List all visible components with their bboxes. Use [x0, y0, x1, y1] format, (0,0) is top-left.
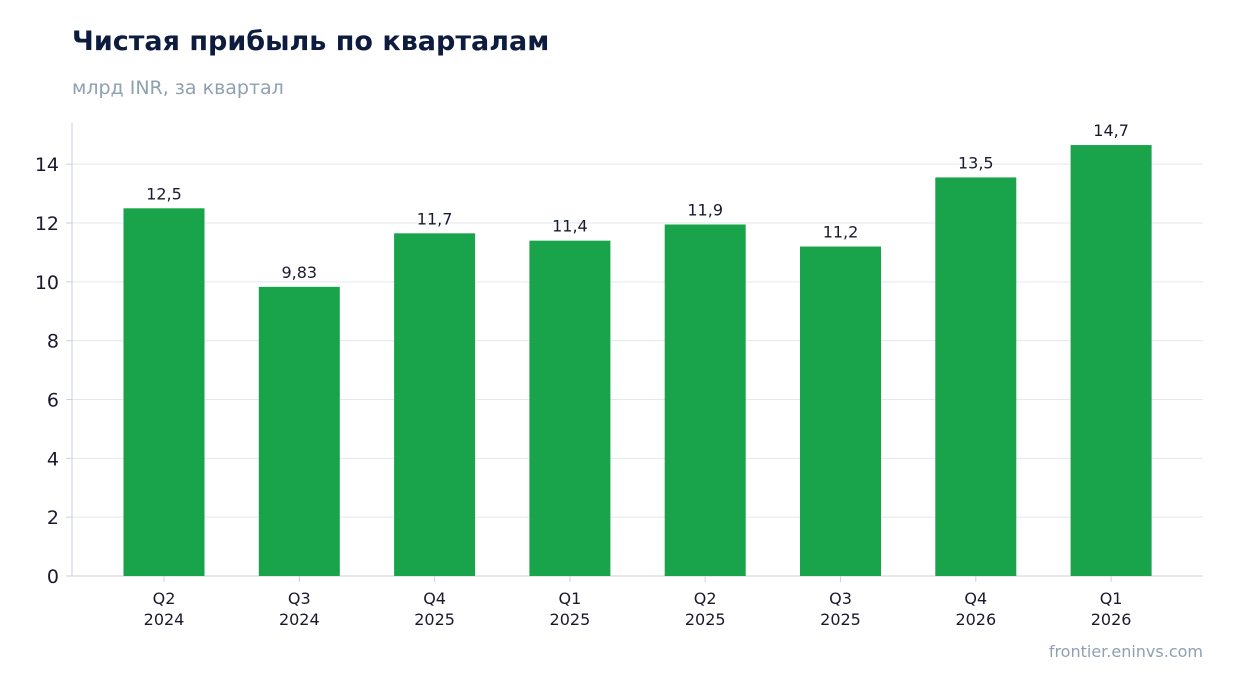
- data-label: 11,4: [552, 217, 588, 236]
- data-label: 11,9: [687, 200, 723, 219]
- x-tick-label-year: 2025: [685, 610, 726, 629]
- x-tick-label-quarter: Q4: [964, 589, 987, 608]
- y-tick-label: 4: [47, 448, 59, 470]
- x-tick-label-year: 2026: [1091, 610, 1132, 629]
- data-label: 14,7: [1093, 121, 1129, 140]
- y-tick-label: 12: [35, 213, 59, 235]
- y-tick-label: 6: [47, 390, 59, 412]
- bar: [394, 233, 476, 576]
- y-tick-label: 14: [35, 154, 59, 176]
- x-tick-label-quarter: Q4: [423, 589, 446, 608]
- bar: [1070, 145, 1152, 576]
- x-tick-label-year: 2025: [550, 610, 591, 629]
- x-tick-label-quarter: Q1: [559, 589, 582, 608]
- x-tick-label-year: 2026: [955, 610, 996, 629]
- x-tick-label-year: 2024: [279, 610, 320, 629]
- axes: [66, 123, 1203, 582]
- x-tick-label-quarter: Q3: [829, 589, 852, 608]
- x-tick-label-quarter: Q2: [694, 589, 717, 608]
- data-label: 12,5: [146, 184, 182, 203]
- bar: [123, 208, 205, 577]
- x-tick-label-quarter: Q1: [1100, 589, 1123, 608]
- y-axis-labels: 0 2 4 6 8 10 12 14: [35, 154, 59, 588]
- bars: [123, 145, 1152, 577]
- x-tick-label-quarter: Q2: [153, 589, 176, 608]
- y-tick-label: 10: [35, 272, 59, 294]
- y-tick-label: 0: [47, 566, 59, 588]
- grid-lines: [72, 163, 1203, 518]
- bar: [529, 240, 611, 576]
- data-label: 13,5: [958, 153, 994, 172]
- x-tick-label-year: 2025: [414, 610, 455, 629]
- x-tick-label-quarter: Q3: [288, 589, 311, 608]
- data-label: 9,83: [281, 263, 317, 282]
- chart-title: Чистая прибыль по кварталам: [72, 26, 550, 57]
- bar: [935, 177, 1017, 577]
- y-tick-label: 8: [47, 331, 59, 353]
- bar: [800, 246, 881, 576]
- bar: [258, 286, 340, 576]
- chart-subtitle: млрд INR, за квартал: [72, 77, 284, 99]
- x-tick-label-year: 2025: [820, 610, 861, 629]
- source-credit: frontier.eninvs.com: [1048, 642, 1203, 661]
- data-labels: 12,5 9,83 11,7 11,4 11,9 11,2 13,5 14,7: [146, 121, 1129, 282]
- data-label: 11,2: [823, 223, 859, 242]
- x-tick-label-year: 2024: [144, 610, 185, 629]
- bar: [664, 224, 746, 576]
- y-tick-label: 2: [47, 507, 59, 529]
- x-axis-labels: Q2 2024 Q3 2024 Q4 2025 Q1 2025 Q2 2025 Q3 2025 Q4 20…: [144, 589, 1132, 629]
- data-label: 11,7: [417, 209, 453, 228]
